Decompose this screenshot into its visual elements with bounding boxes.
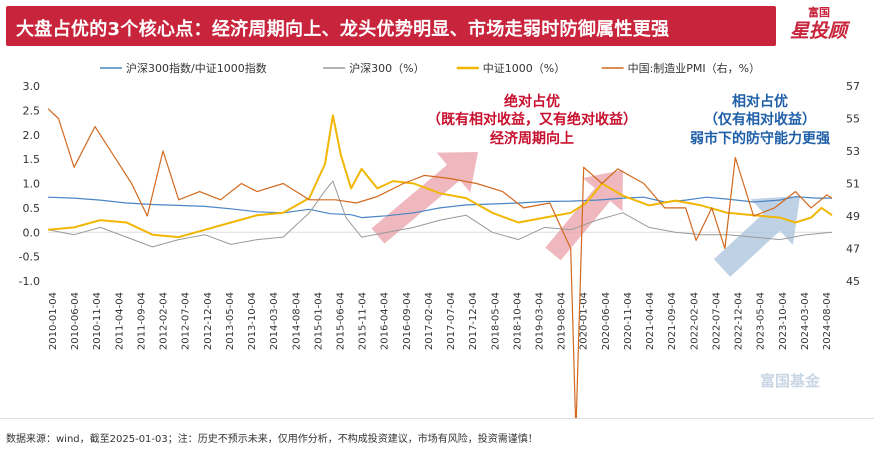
x-tick-label: 2012-02-04 — [159, 292, 170, 350]
arrow-up-blue — [713, 196, 800, 277]
x-tick-label: 2010-01-04 — [48, 292, 59, 350]
annotation-right-line: （仅有相对收益） — [704, 111, 816, 128]
footer-note: 数据来源：wind，截至2025-01-03；注：历史不预示未来，仅用作分析，不… — [6, 434, 538, 445]
x-tick-label: 2023-10-04 — [778, 292, 789, 350]
y-right-tick-label: 51 — [846, 178, 860, 191]
logo-main-text: 星投顾 — [790, 20, 848, 42]
x-tick-label: 2021-09-04 — [667, 292, 678, 350]
y-left-tick-label: 0.0 — [23, 226, 41, 239]
x-tick-label: 2022-12-04 — [734, 292, 745, 350]
annotation-right-line: 相对占优 — [732, 93, 788, 110]
footer-divider — [0, 418, 874, 419]
legend-label: 中国:制造业PMI（右，%） — [628, 61, 761, 75]
x-tick-label: 2023-05-04 — [756, 292, 767, 350]
x-tick-label: 2020-01-04 — [579, 292, 590, 350]
arrow-up-red-1 — [371, 152, 478, 244]
x-tick-label: 2013-10-04 — [247, 292, 258, 350]
y-right-tick-label: 55 — [846, 113, 860, 126]
x-tick-label: 2015-11-04 — [358, 292, 369, 350]
annotation-left-line: 绝对占优 — [504, 93, 560, 110]
x-tick-label: 2024-03-04 — [800, 292, 811, 350]
header-bar: 大盘占优的3个核心点：经济周期向上、龙头优势明显、市场走弱时防御属性更强 富国 … — [0, 0, 874, 52]
y-left-tick-label: -1.0 — [19, 275, 40, 288]
x-tick-label: 2021-04-04 — [645, 292, 656, 350]
x-tick-label: 2011-04-04 — [114, 292, 125, 350]
y-right-tick-label: 47 — [846, 243, 860, 256]
hs300-series-line — [47, 180, 833, 248]
y-left-tick-label: 3.0 — [23, 80, 41, 93]
page-title: 大盘占优的3个核心点：经济周期向上、龙头优势明显、市场走弱时防御属性更强 — [16, 19, 670, 40]
y-left-tick-label: -0.5 — [19, 251, 40, 264]
x-tick-label: 2022-07-04 — [711, 292, 722, 350]
annotation-right-line: 弱市下的防守能力更强 — [690, 130, 830, 147]
x-tick-label: 2018-10-04 — [512, 292, 523, 350]
x-tick-label: 2016-09-04 — [402, 292, 413, 350]
y-right-tick-label: 57 — [846, 80, 860, 93]
y-right-tick-label: 45 — [846, 275, 860, 288]
x-tick-label: 2019-03-04 — [535, 292, 546, 350]
legend-label: 中证1000（%） — [483, 62, 565, 75]
x-tick-label: 2017-02-04 — [424, 292, 435, 350]
arrow-up-red-2 — [545, 170, 623, 261]
x-tick-label: 2012-12-04 — [203, 292, 214, 350]
annotation-left-line: 经济周期向上 — [490, 130, 574, 147]
y-left-tick-label: 2.5 — [23, 104, 41, 117]
x-tick-label: 2012-07-04 — [181, 292, 192, 350]
x-tick-label: 2016-04-04 — [380, 292, 391, 350]
annotation-left-line: （既有相对收益，又有绝对收益） — [427, 111, 637, 128]
x-tick-label: 2011-09-04 — [136, 292, 147, 350]
x-tick-label: 2017-12-04 — [468, 292, 479, 350]
ratio-series-line — [47, 196, 832, 219]
x-tick-label: 2015-06-04 — [335, 292, 346, 350]
logo-top-text: 富国 — [808, 6, 830, 19]
x-tick-label: 2010-06-04 — [70, 292, 81, 350]
x-tick-label: 2020-11-04 — [623, 292, 634, 350]
pmi-series-line — [47, 108, 833, 418]
x-tick-label: 2013-05-04 — [225, 292, 236, 350]
y-left-tick-label: 0.5 — [23, 202, 41, 215]
y-left-tick-label: 1.0 — [23, 178, 41, 191]
y-right-tick-label: 49 — [846, 210, 860, 223]
x-tick-label: 2018-05-04 — [490, 292, 501, 350]
x-tick-label: 2014-08-04 — [291, 292, 302, 350]
legend-label: 沪深300（%） — [349, 61, 424, 75]
x-tick-label: 2010-11-04 — [92, 292, 103, 350]
title-banner: 大盘占优的3个核心点：经济周期向上、龙头优势明显、市场走弱时防御属性更强 — [6, 6, 776, 46]
x-tick-label: 2015-01-04 — [313, 292, 324, 350]
x-tick-label: 2014-03-04 — [269, 292, 280, 350]
y-right-tick-label: 53 — [846, 145, 860, 158]
chart-svg: 3.0 2.5 2.0 1.5 1.0 0.5 0.0 -0.5 -1.0 57 55 53 51 49 4… — [19, 61, 860, 418]
x-tick-label: 2024-08-04 — [822, 292, 833, 350]
x-tick-label: 2019-08-04 — [557, 292, 568, 350]
x-tick-label: 2022-02-04 — [689, 292, 700, 350]
y-left-tick-label: 2.0 — [23, 129, 41, 142]
y-left-tick-label: 1.5 — [23, 153, 41, 166]
zz1000-series-line — [47, 114, 833, 239]
watermark-text: 富国基金 — [760, 372, 821, 390]
x-tick-label: 2017-07-04 — [446, 292, 457, 350]
legend-label: 沪深300指数/中证1000指数 — [126, 61, 267, 75]
x-tick-label: 2020-06-04 — [601, 292, 612, 350]
